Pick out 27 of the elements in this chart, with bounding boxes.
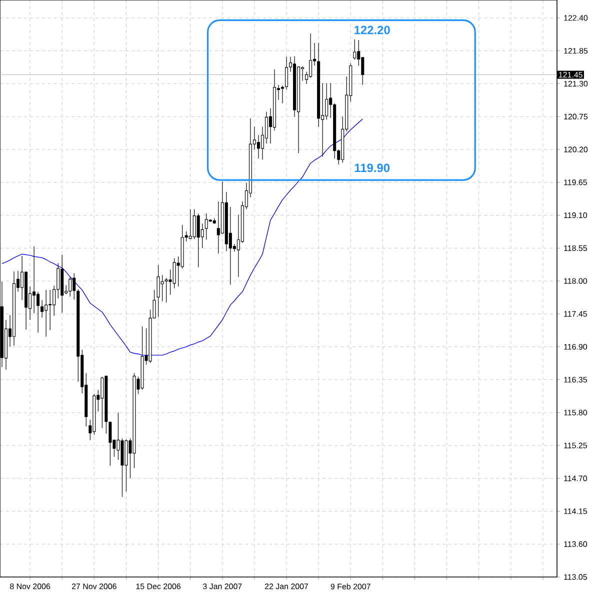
candlestick: [172, 258, 176, 288]
candlestick: [48, 290, 52, 330]
candlestick: [100, 376, 104, 428]
candlestick: [192, 208, 196, 240]
candlestick: [44, 290, 48, 337]
candlestick: [196, 213, 200, 268]
candlestick: [40, 300, 44, 318]
candlestick: [68, 276, 72, 297]
candlestick: [156, 264, 160, 318]
candlestick: [281, 85, 284, 104]
candlestick: [164, 278, 168, 303]
candlestick: [285, 56, 288, 90]
candlestick: [72, 272, 76, 300]
candlestick: [32, 246, 36, 314]
candlestick: [309, 33, 312, 78]
candlestick: [36, 291, 40, 333]
annotation: 119.90: [354, 164, 390, 172]
candlestick: [160, 274, 164, 302]
candlestick: [256, 134, 260, 159]
candlestick: [353, 39, 356, 60]
candlestick: [108, 421, 112, 466]
candlestick: [228, 206, 232, 285]
candlestick: [204, 213, 208, 240]
candlestick: [216, 201, 220, 254]
candlestick: [325, 82, 328, 120]
annotation: 122.20: [354, 26, 390, 34]
candlestick: [188, 208, 192, 240]
